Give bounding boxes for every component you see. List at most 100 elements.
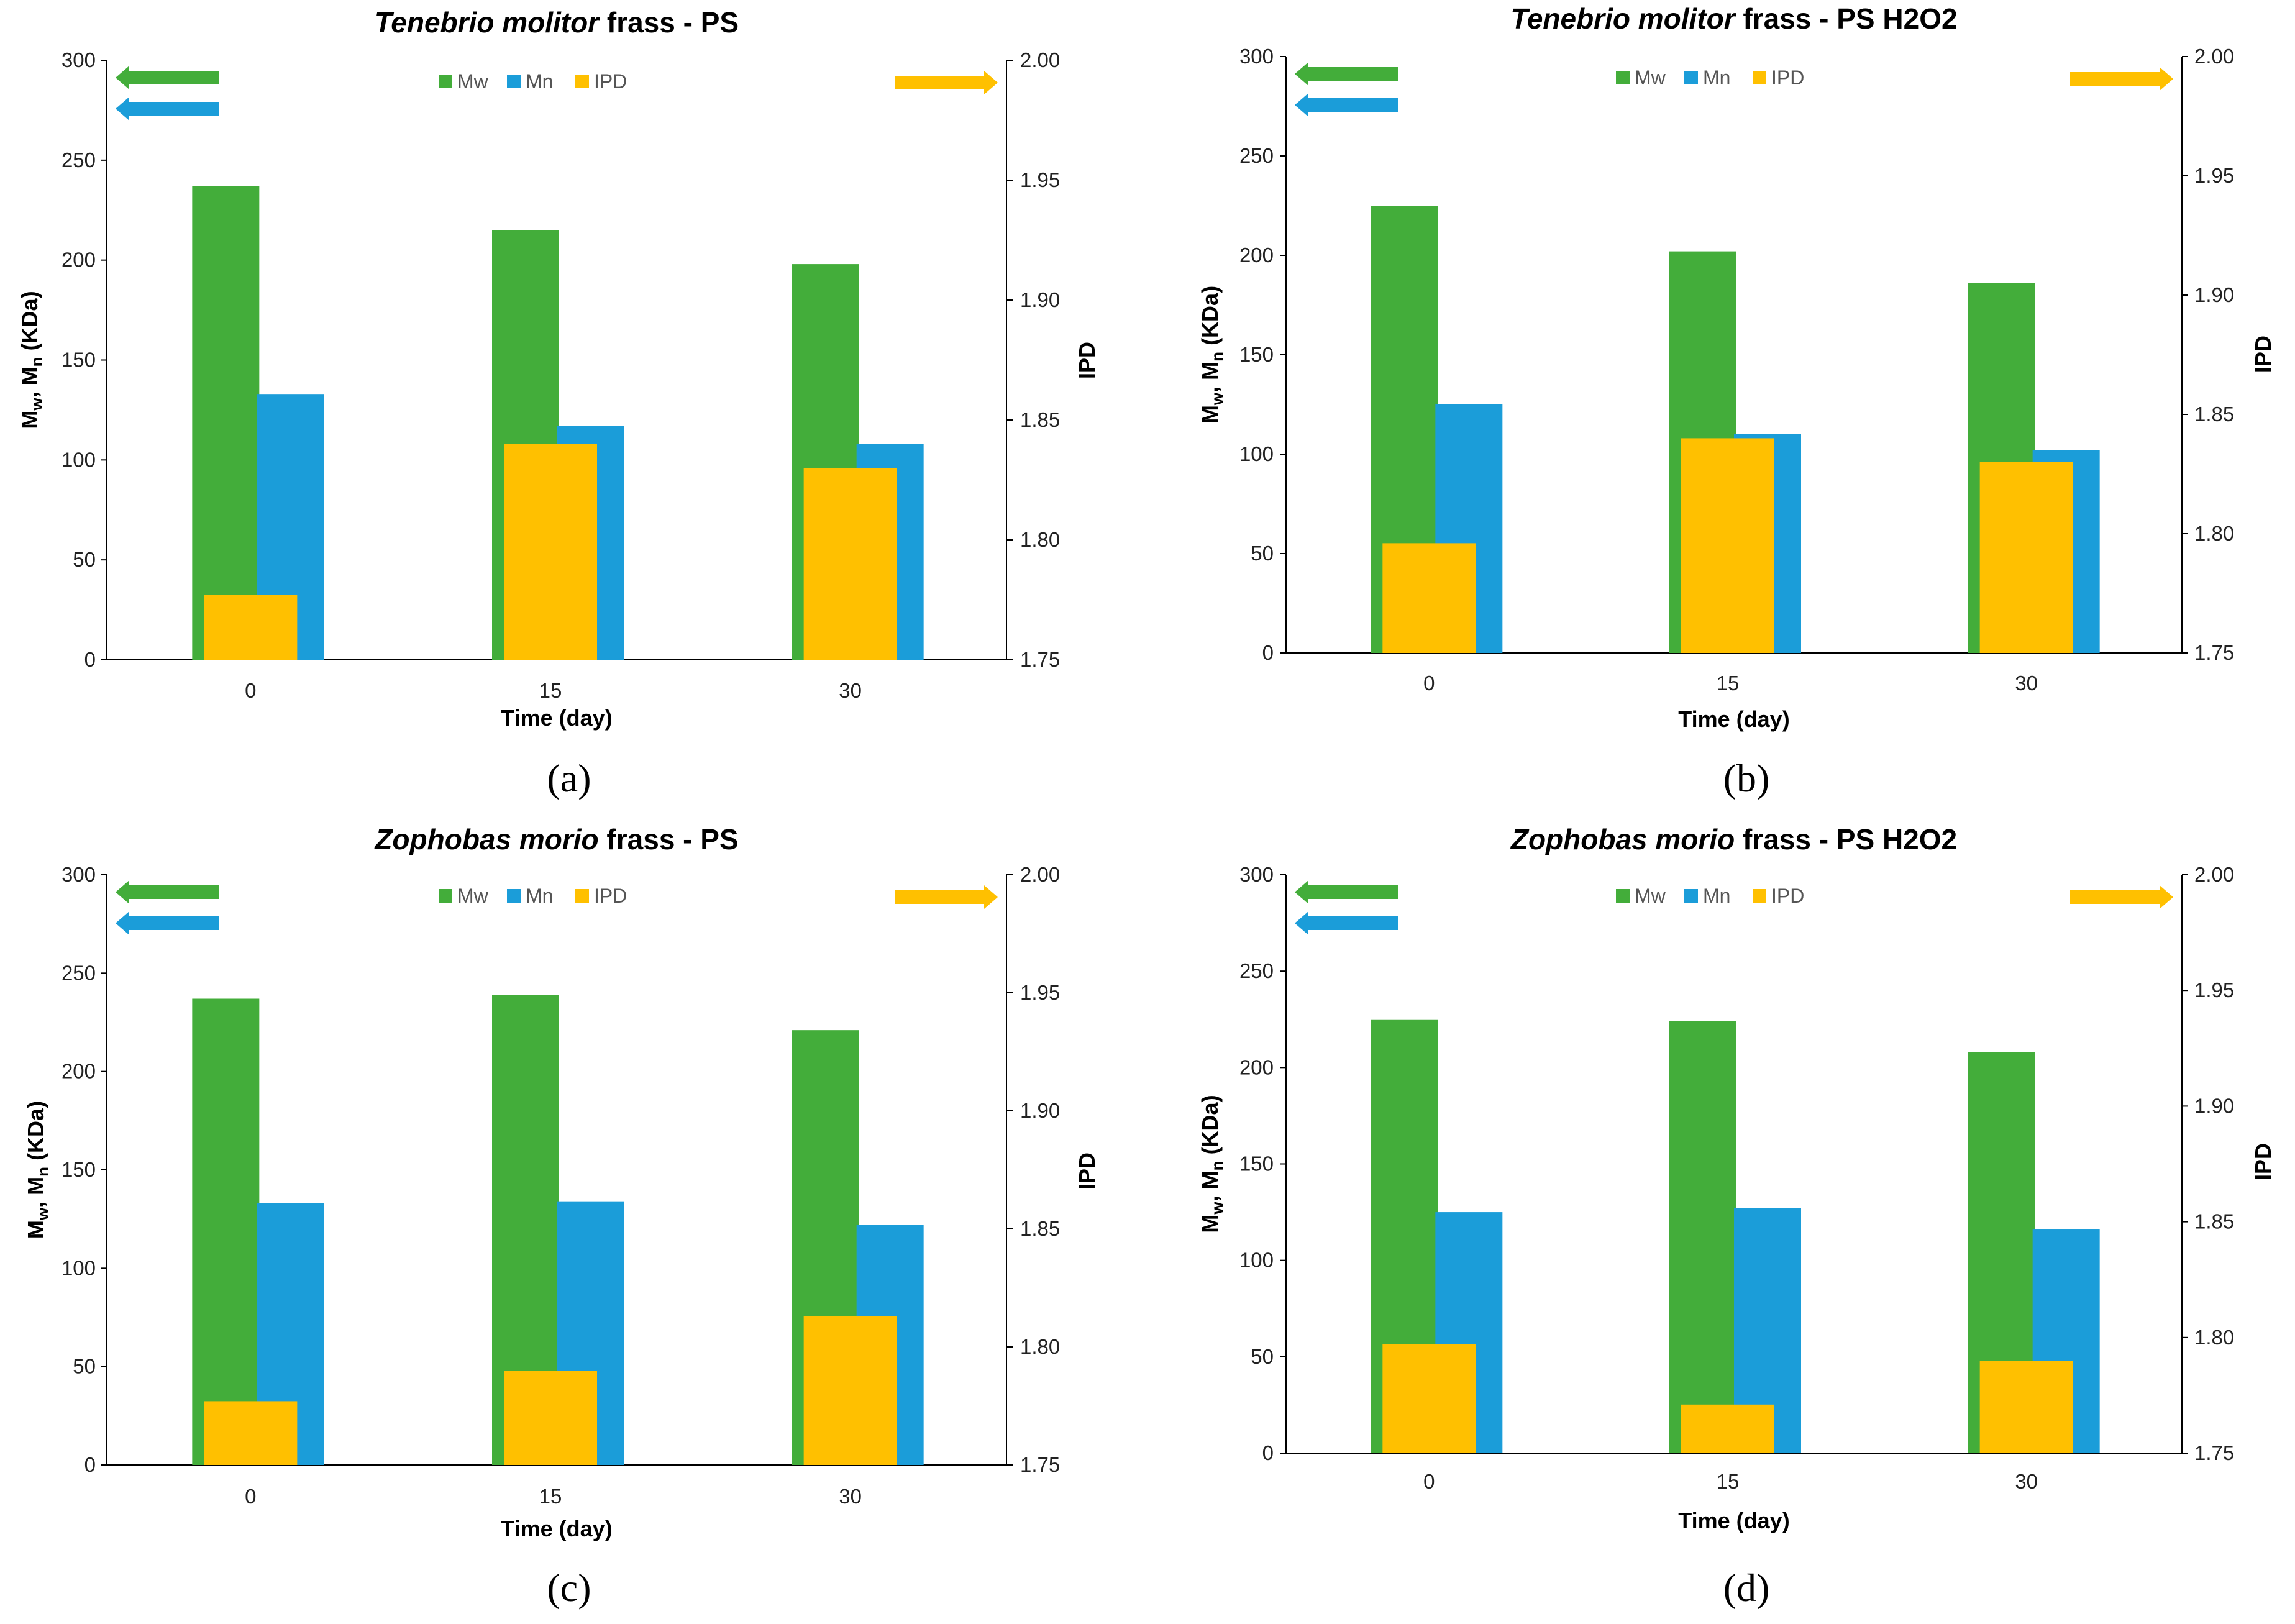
legend-entry: Mn — [526, 70, 553, 93]
right-axis-title: IPD — [1074, 1152, 1100, 1190]
x-tick-label: 0 — [1423, 672, 1435, 695]
legend-swatch — [1684, 889, 1698, 903]
ipd-axis-arrow-head — [984, 71, 998, 94]
right-tick-label: 2.00 — [2194, 45, 2234, 68]
mw-axis-arrow-head — [116, 880, 129, 904]
x-axis-title: Time (day) — [1678, 706, 1789, 732]
legend-entry: Mw — [1635, 66, 1666, 89]
legend-entry: Mw — [1635, 885, 1666, 907]
left-tick-label: 50 — [1251, 1345, 1274, 1368]
right-tick-label: 1.80 — [2194, 1326, 2234, 1349]
mn-axis-arrow-head — [116, 97, 129, 121]
ipd-axis-arrow-head — [2160, 885, 2173, 909]
left-tick-label: 250 — [62, 148, 96, 171]
chart-title: Zophobas morio frass - PS — [373, 823, 738, 855]
right-tick-label: 1.80 — [2194, 522, 2234, 545]
legend-entry: Mw — [457, 70, 489, 93]
left-tick-label: 0 — [1262, 1441, 1274, 1464]
left-axis-title: Mw, Mn (KDa) — [23, 1101, 52, 1239]
left-tick-label: 200 — [1239, 244, 1274, 267]
right-axis-title: IPD — [2250, 335, 2276, 373]
right-tick-label: 1.90 — [1020, 1099, 1060, 1122]
x-tick-label: 15 — [539, 679, 562, 702]
mn-axis-arrow-head — [1295, 911, 1308, 935]
bar-ipd-0 — [1382, 543, 1476, 653]
left-tick-label: 150 — [1239, 343, 1274, 366]
left-axis-title: Mw, Mn (KDa) — [17, 291, 46, 429]
legend-swatch — [1616, 889, 1630, 903]
chart-panel-4: 0501001502002503001.751.801.851.901.952.… — [1197, 823, 2276, 1610]
panel-label: (d) — [1723, 1566, 1770, 1610]
chart-panel-3: 0501001502002503001.751.801.851.901.952.… — [23, 823, 1100, 1610]
legend-entry: IPD — [594, 70, 627, 93]
left-tick-label: 100 — [62, 448, 96, 471]
left-tick-label: 250 — [62, 961, 96, 984]
legend-swatch — [439, 889, 452, 903]
chart-title: Zophobas morio frass - PS H2O2 — [1510, 823, 1957, 855]
bar-mw-15 — [1669, 1021, 1736, 1453]
left-tick-label: 0 — [1262, 641, 1274, 664]
left-tick-label: 150 — [62, 1158, 96, 1181]
mn-axis-arrow-head — [116, 911, 129, 935]
legend-entry: Mw — [457, 885, 489, 907]
bar-ipd-30 — [1979, 1361, 2073, 1453]
left-tick-label: 0 — [84, 1453, 96, 1476]
chart-panel-2: 0501001502002503001.751.801.851.901.952.… — [1197, 2, 2276, 800]
legend-swatch — [1753, 71, 1766, 84]
x-axis-title: Time (day) — [1678, 1508, 1789, 1533]
right-axis-title: IPD — [1074, 342, 1100, 379]
bar-ipd-30 — [803, 468, 897, 660]
right-tick-label: 1.80 — [1020, 1335, 1060, 1358]
x-tick-label: 30 — [839, 1485, 862, 1508]
right-tick-label: 1.85 — [1020, 1217, 1060, 1240]
x-tick-label: 15 — [1717, 672, 1740, 695]
bar-ipd-15 — [1681, 438, 1774, 653]
mw-axis-arrow — [1308, 885, 1398, 899]
x-tick-label: 30 — [839, 679, 862, 702]
right-tick-label: 1.75 — [2194, 1441, 2234, 1464]
ipd-axis-arrow-head — [984, 885, 998, 909]
panel-label: (a) — [547, 756, 591, 800]
right-axis-title: IPD — [2250, 1143, 2276, 1180]
mw-axis-arrow — [129, 71, 219, 84]
left-tick-label: 50 — [1251, 542, 1274, 565]
chart-title: Tenebrio molitor frass - PS H2O2 — [1510, 2, 1957, 35]
left-tick-label: 300 — [62, 863, 96, 886]
mn-axis-arrow — [129, 102, 219, 116]
chart-panel-1: 0501001502002503001.751.801.851.901.952.… — [17, 6, 1100, 800]
mn-axis-arrow — [1308, 916, 1398, 930]
mn-axis-arrow — [129, 916, 219, 930]
panel-label: (b) — [1723, 756, 1770, 800]
bar-ipd-0 — [204, 595, 298, 660]
x-tick-label: 0 — [1423, 1470, 1435, 1493]
bar-ipd-15 — [504, 444, 597, 660]
x-axis-title: Time (day) — [501, 1516, 612, 1541]
legend-entry: IPD — [594, 885, 627, 907]
legend-swatch — [439, 75, 452, 88]
right-tick-label: 1.75 — [1020, 1453, 1060, 1476]
bar-ipd-30 — [803, 1316, 897, 1465]
legend-swatch — [1753, 889, 1766, 903]
x-tick-label: 0 — [245, 1485, 256, 1508]
left-tick-label: 50 — [73, 1355, 96, 1378]
bar-ipd-15 — [504, 1371, 597, 1465]
left-tick-label: 200 — [1239, 1056, 1274, 1079]
legend-entry: IPD — [1771, 66, 1804, 89]
mw-axis-arrow-head — [1295, 62, 1308, 86]
panel-label: (c) — [547, 1566, 591, 1610]
right-tick-label: 1.90 — [2194, 283, 2234, 306]
mw-axis-arrow — [1308, 67, 1398, 81]
left-tick-label: 100 — [1239, 442, 1274, 465]
legend-swatch — [575, 889, 589, 903]
mw-axis-arrow-head — [1295, 880, 1308, 904]
mn-axis-arrow-head — [1295, 93, 1308, 117]
left-tick-label: 250 — [1239, 144, 1274, 167]
left-tick-label: 150 — [62, 349, 96, 372]
right-tick-label: 1.85 — [2194, 1210, 2234, 1233]
right-tick-label: 1.75 — [2194, 641, 2234, 664]
ipd-axis-arrow — [895, 76, 984, 89]
legend-swatch — [507, 889, 521, 903]
ipd-axis-arrow — [2070, 72, 2160, 86]
left-tick-label: 50 — [73, 548, 96, 571]
